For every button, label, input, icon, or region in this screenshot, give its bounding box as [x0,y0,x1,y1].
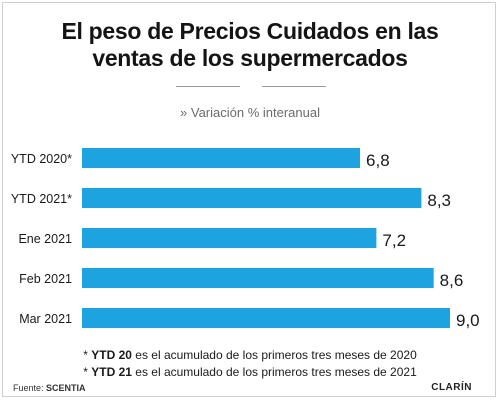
decorative-rule-right [262,86,326,87]
chart-subtitle: » Variación % interanual [180,105,320,120]
data-label: 7,2 [382,231,406,250]
bar [82,268,434,288]
category-label: Ene 2021 [18,232,72,246]
data-label: 9,0 [456,311,480,330]
data-label: 6,8 [366,151,390,170]
bar [82,188,422,208]
data-label: 8,6 [440,271,464,290]
footnote-ytd21: * YTD 21 es el acumulado de los primeros… [83,365,417,379]
bar [82,148,361,168]
category-label: Feb 2021 [19,272,72,286]
footnote-ytd20: * YTD 20 es el acumulado de los primeros… [83,348,417,362]
chart-frame [2,2,496,397]
footnotes: * YTD 20 es el acumulado de los primeros… [0,347,500,381]
title-line-2: ventas de los supermercados [92,45,408,71]
category-label: YTD 2020* [11,152,72,166]
brand-logo-text: CLARÍN [431,382,472,393]
decorative-rule-left [176,86,240,87]
category-label: Mar 2021 [19,312,72,326]
bar [82,308,450,328]
chart-title: El peso de Precios Cuidados en las venta… [0,18,500,72]
category-label: YTD 2021* [11,192,72,206]
bar [82,228,377,248]
title-line-1: El peso de Precios Cuidados en las [61,18,439,44]
data-label: 8,3 [427,191,451,210]
source-credit: Fuente: SCENTIA [13,383,86,393]
